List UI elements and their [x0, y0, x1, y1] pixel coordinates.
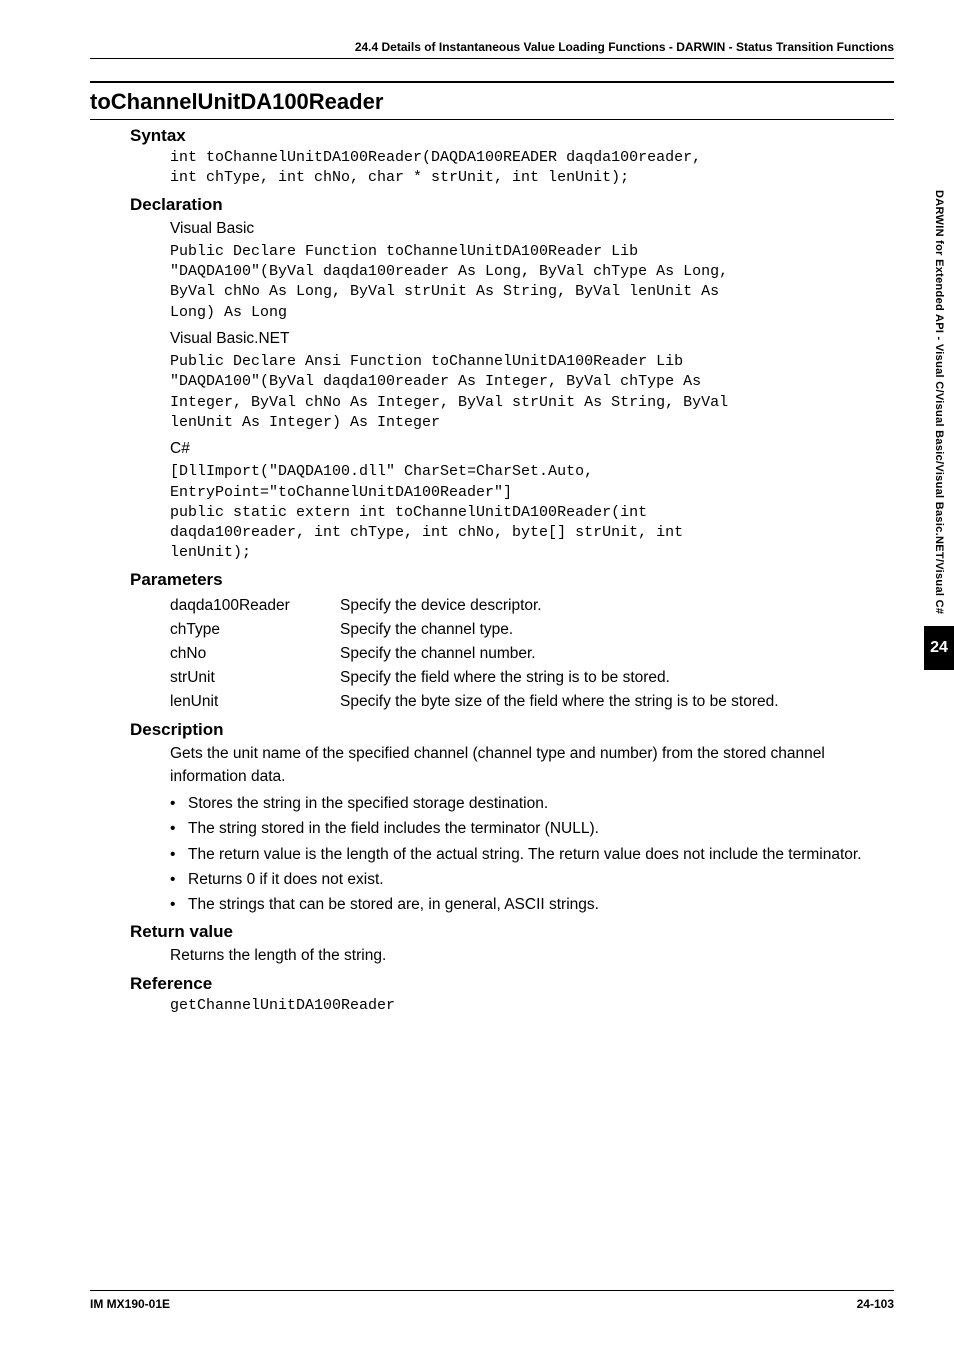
param-desc: Specify the device descriptor.	[340, 594, 894, 618]
bullet-icon: •	[170, 792, 188, 815]
page-footer: IM MX190-01E 24-103	[90, 1290, 894, 1311]
description-intro: Gets the unit name of the specified chan…	[170, 742, 894, 789]
syntax-heading: Syntax	[130, 126, 894, 146]
bullet-icon: •	[170, 843, 188, 866]
list-item: • Stores the string in the specified sto…	[170, 792, 894, 815]
parameters-table: daqda100Reader Specify the device descri…	[170, 594, 894, 714]
return-value-text: Returns the length of the string.	[170, 944, 894, 967]
vb-code: Public Declare Function toChannelUnitDA1…	[170, 242, 894, 323]
reference-code: getChannelUnitDA100Reader	[170, 996, 894, 1016]
param-desc: Specify the channel number.	[340, 642, 894, 666]
syntax-code: int toChannelUnitDA100Reader(DAQDA100REA…	[170, 148, 894, 189]
description-heading: Description	[130, 720, 894, 740]
param-name: lenUnit	[170, 690, 340, 714]
declaration-heading: Declaration	[130, 195, 894, 215]
bullet-text: Stores the string in the specified stora…	[188, 792, 894, 815]
table-row: daqda100Reader Specify the device descri…	[170, 594, 894, 618]
side-tab: DARWIN for Extended API - Visual C/Visua…	[924, 190, 954, 670]
bullet-text: The string stored in the field includes …	[188, 817, 894, 840]
param-name: chType	[170, 618, 340, 642]
footer-left: IM MX190-01E	[90, 1297, 170, 1311]
list-item: • The strings that can be stored are, in…	[170, 893, 894, 916]
list-item: • Returns 0 if it does not exist.	[170, 868, 894, 891]
list-item: • The string stored in the field include…	[170, 817, 894, 840]
bullet-icon: •	[170, 817, 188, 840]
chapter-number-box: 24	[924, 626, 954, 670]
param-name: daqda100Reader	[170, 594, 340, 618]
list-item: • The return value is the length of the …	[170, 843, 894, 866]
bullet-text: The strings that can be stored are, in g…	[188, 893, 894, 916]
description-bullets: • Stores the string in the specified sto…	[170, 792, 894, 916]
vb-label: Visual Basic	[170, 217, 894, 240]
footer-right: 24-103	[857, 1297, 894, 1311]
bullet-text: The return value is the length of the ac…	[188, 843, 894, 866]
function-title: toChannelUnitDA100Reader	[90, 81, 894, 120]
param-name: chNo	[170, 642, 340, 666]
csharp-label: C#	[170, 437, 894, 460]
table-row: chType Specify the channel type.	[170, 618, 894, 642]
bullet-icon: •	[170, 893, 188, 916]
reference-heading: Reference	[130, 974, 894, 994]
bullet-text: Returns 0 if it does not exist.	[188, 868, 894, 891]
bullet-icon: •	[170, 868, 188, 891]
param-desc: Specify the field where the string is to…	[340, 666, 894, 690]
param-desc: Specify the byte size of the field where…	[340, 690, 894, 714]
return-value-heading: Return value	[130, 922, 894, 942]
param-desc: Specify the channel type.	[340, 618, 894, 642]
vbnet-code: Public Declare Ansi Function toChannelUn…	[170, 352, 894, 433]
table-row: lenUnit Specify the byte size of the fie…	[170, 690, 894, 714]
table-row: strUnit Specify the field where the stri…	[170, 666, 894, 690]
side-tab-text: DARWIN for Extended API - Visual C/Visua…	[933, 190, 945, 614]
parameters-heading: Parameters	[130, 570, 894, 590]
param-name: strUnit	[170, 666, 340, 690]
vbnet-label: Visual Basic.NET	[170, 327, 894, 350]
csharp-code: [DllImport("DAQDA100.dll" CharSet=CharSe…	[170, 462, 894, 563]
page-header: 24.4 Details of Instantaneous Value Load…	[90, 40, 894, 59]
table-row: chNo Specify the channel number.	[170, 642, 894, 666]
